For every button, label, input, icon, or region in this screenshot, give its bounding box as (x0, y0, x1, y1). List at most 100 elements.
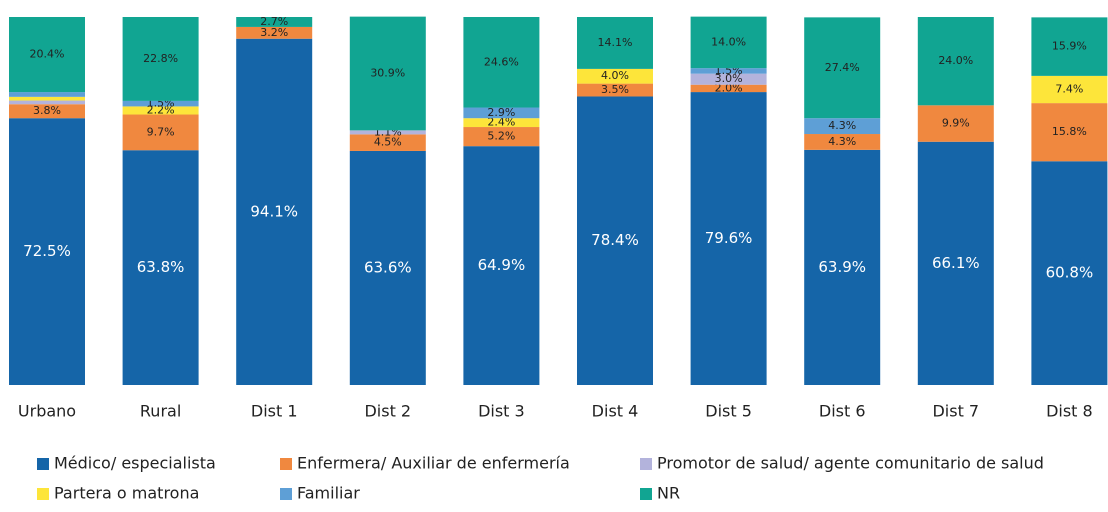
data-label: 9.9% (942, 117, 970, 130)
bar-segment (349, 150, 426, 385)
legend-label: Partera o matrona (54, 484, 199, 503)
legend-swatch (37, 488, 49, 500)
x-tick-label: Dist 6 (819, 402, 866, 421)
data-label: 63.8% (137, 258, 185, 276)
data-label: 14.0% (711, 35, 746, 48)
bar-segment (122, 114, 199, 151)
data-label: 2.9% (487, 106, 515, 119)
bar-segment (577, 68, 653, 84)
data-label: 4.0% (601, 69, 629, 82)
bar-segment (236, 38, 313, 385)
legend-label: Familiar (297, 484, 360, 503)
data-label: 2.4% (487, 116, 515, 129)
bar-segment (917, 141, 994, 385)
data-label: 2.7% (260, 15, 288, 28)
data-label: 64.9% (478, 256, 526, 274)
data-label: 63.6% (364, 258, 412, 276)
bar-segment (9, 17, 85, 93)
data-label: 3.8% (33, 104, 61, 117)
bar-segment (1031, 17, 1108, 76)
data-label: 24.6% (484, 55, 519, 68)
x-tick-label: Dist 4 (592, 402, 639, 421)
bar-segment (690, 68, 767, 74)
data-label: 2.2% (147, 103, 175, 116)
bar-segment (122, 17, 199, 101)
data-label: 27.4% (825, 61, 860, 74)
data-label: 4.5% (374, 136, 402, 149)
legend-swatch (280, 458, 292, 470)
bar-segment (917, 17, 994, 106)
legend-swatch (280, 488, 292, 500)
data-label: 63.9% (818, 258, 866, 276)
bar-segment (9, 100, 85, 105)
bar-segment (236, 17, 313, 27)
legend-label: NR (657, 484, 680, 503)
x-tick-label: Dist 7 (932, 402, 979, 421)
bar-segment (463, 118, 540, 128)
data-label: 3.2% (260, 26, 288, 39)
bar-segment (236, 26, 313, 39)
legend-swatch (640, 488, 652, 500)
bar-segment (804, 118, 881, 135)
data-label: 20.4% (30, 48, 65, 61)
data-label: 3.5% (601, 83, 629, 96)
data-label: 72.5% (23, 242, 71, 260)
data-label: 4.3% (828, 119, 856, 132)
x-tick-label: Dist 5 (705, 402, 752, 421)
bar-segment (804, 17, 881, 119)
bar-segment (9, 104, 85, 119)
x-tick-label: Dist 8 (1046, 402, 1093, 421)
bar-segment (1031, 103, 1108, 162)
x-tick-label: Urbano (18, 402, 76, 421)
data-label: 4.3% (828, 135, 856, 148)
bar-segment (122, 150, 199, 385)
bar-segment (690, 16, 767, 69)
data-label: 22.8% (143, 52, 178, 65)
data-label: 94.1% (250, 202, 298, 220)
bar-segment (1031, 161, 1108, 385)
data-label: 24.0% (938, 54, 973, 67)
data-label: 30.9% (370, 66, 405, 79)
bar-segment (463, 17, 540, 108)
data-label: 78.4% (591, 231, 639, 249)
legend-label: Promotor de salud/ agente comunitario de… (657, 454, 1044, 473)
bar-segment (804, 134, 881, 150)
data-label: 5.2% (487, 130, 515, 143)
bar-segment (349, 134, 426, 151)
bar-segment (122, 106, 199, 115)
bar-segment (804, 149, 881, 385)
bar-segment (9, 118, 85, 385)
bar-segment (9, 96, 85, 101)
bar-segment (9, 92, 85, 97)
x-tick-label: Rural (140, 402, 181, 421)
bar-segment (577, 17, 653, 69)
bar-segment (349, 130, 426, 135)
bar-segment (349, 16, 426, 131)
legend-swatch (640, 458, 652, 470)
bar-segment (690, 73, 767, 85)
data-label: 3.0% (715, 72, 743, 85)
x-tick-label: Dist 1 (251, 402, 298, 421)
legend-label: Médico/ especialista (54, 454, 216, 473)
bar-segment (577, 96, 653, 385)
data-label: 15.8% (1052, 125, 1087, 138)
x-tick-label: Dist 3 (478, 402, 525, 421)
bar-segment (690, 92, 767, 386)
bar-segment (577, 83, 653, 97)
data-label: 9.7% (147, 125, 175, 138)
x-tick-label: Dist 2 (364, 402, 411, 421)
bar-segment (1031, 75, 1108, 104)
data-label: 66.1% (932, 254, 980, 272)
data-label: 15.9% (1052, 40, 1087, 53)
bar-segment (463, 107, 540, 119)
data-label: 60.8% (1046, 264, 1094, 282)
legend-swatch (37, 458, 49, 470)
bar-segment (690, 84, 767, 93)
bar-segment (463, 146, 540, 385)
bar-segment (463, 127, 540, 147)
data-label: 14.1% (598, 36, 633, 49)
bar-segment (122, 100, 199, 107)
bar-segment (917, 105, 994, 142)
data-label: 7.4% (1055, 82, 1083, 95)
